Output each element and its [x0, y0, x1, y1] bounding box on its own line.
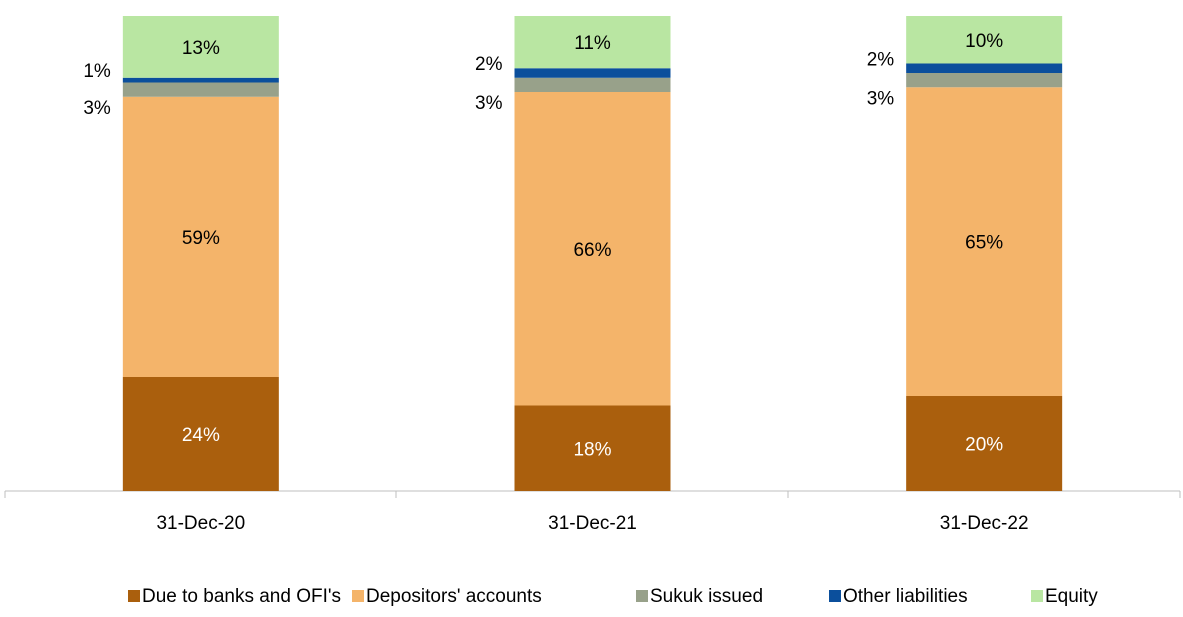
bar-segment — [906, 396, 1063, 491]
bar-segment — [514, 77, 671, 92]
legend-swatch — [352, 590, 364, 602]
bar-segment — [514, 16, 671, 69]
legend-swatch — [636, 590, 648, 602]
legend-label: Sukuk issued — [650, 586, 763, 607]
data-label: 2% — [867, 49, 895, 70]
legend-label: Depositors' accounts — [366, 586, 542, 607]
data-label: 24% — [182, 425, 220, 446]
data-label: 13% — [182, 38, 220, 59]
data-label: 10% — [965, 31, 1003, 52]
bar-segment — [514, 68, 671, 78]
legend-swatch — [829, 590, 841, 602]
bar-segment — [514, 92, 671, 406]
bar-segment — [906, 63, 1063, 73]
data-label: 3% — [867, 88, 895, 109]
x-tick-label: 31-Dec-20 — [156, 513, 245, 534]
data-label: 66% — [573, 240, 611, 261]
bar-segment — [122, 96, 279, 377]
bar-segment — [906, 87, 1063, 396]
bar-segment — [906, 16, 1063, 64]
x-tick-label: 31-Dec-21 — [548, 513, 637, 534]
legend-label: Equity — [1045, 586, 1098, 607]
legend-label: Other liabilities — [843, 586, 968, 607]
bar-segment — [122, 77, 279, 83]
data-label: 11% — [574, 33, 611, 54]
data-label: 3% — [83, 98, 111, 119]
legend-label: Due to banks and OFI's — [142, 586, 341, 607]
bar-segment — [122, 16, 279, 78]
data-label: 65% — [965, 233, 1003, 254]
x-tick-label: 31-Dec-22 — [940, 513, 1029, 534]
bar-segment — [514, 405, 671, 491]
data-label: 18% — [573, 439, 611, 460]
legend-swatch — [128, 590, 140, 602]
data-label: 1% — [83, 61, 111, 82]
bar-segment — [122, 82, 279, 97]
data-label: 2% — [475, 54, 503, 75]
bar-segment — [906, 73, 1063, 88]
legend-swatch — [1031, 590, 1043, 602]
data-label: 3% — [475, 93, 503, 114]
data-label: 20% — [965, 435, 1003, 456]
data-label: 59% — [182, 228, 220, 249]
bar-segment — [122, 377, 279, 491]
